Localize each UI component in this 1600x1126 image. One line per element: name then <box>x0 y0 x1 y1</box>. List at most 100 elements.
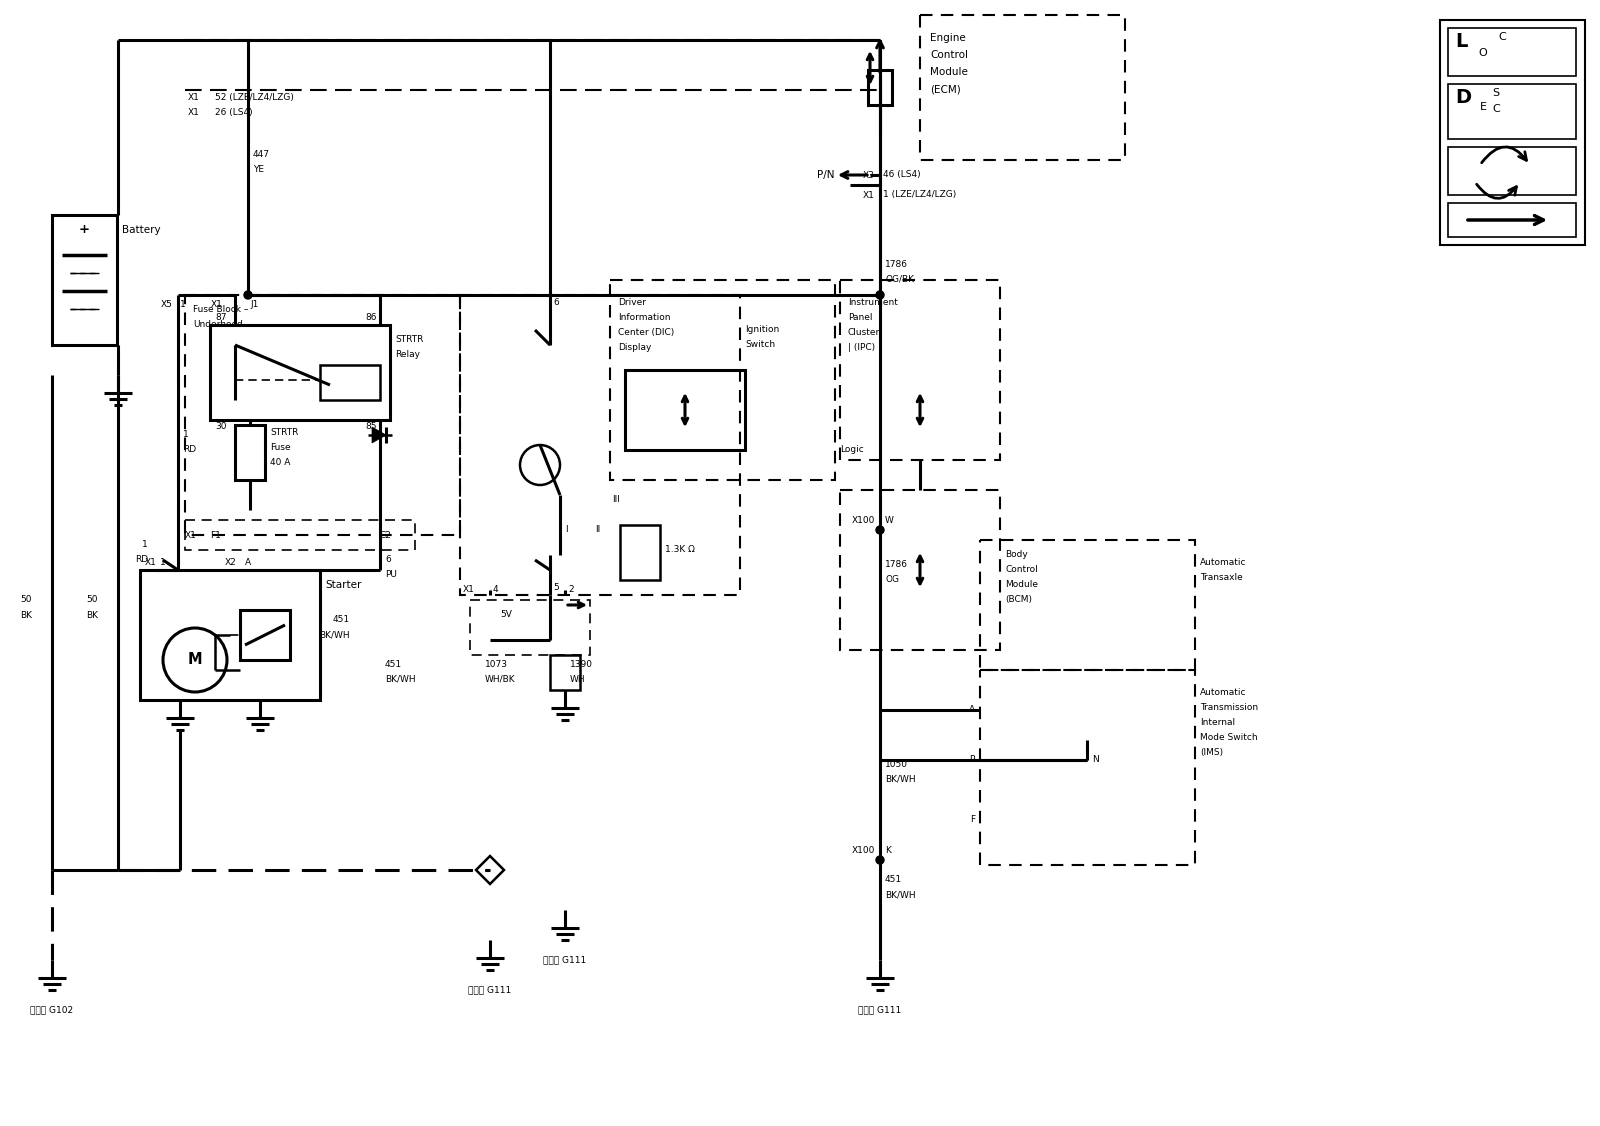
Text: 4: 4 <box>493 586 499 595</box>
Text: 50: 50 <box>86 596 98 605</box>
Text: ⎯⎯⎯ G111: ⎯⎯⎯ G111 <box>544 955 587 964</box>
Text: 1: 1 <box>160 558 166 568</box>
Text: BK: BK <box>19 610 32 619</box>
Text: Underhood: Underhood <box>194 320 243 329</box>
Bar <box>621 525 661 580</box>
Text: X3: X3 <box>862 170 875 179</box>
Bar <box>1448 203 1576 236</box>
Text: II: II <box>595 526 600 535</box>
Text: A: A <box>970 706 974 715</box>
Polygon shape <box>371 427 386 443</box>
Text: 52 (LZE/LZ4/LZG): 52 (LZE/LZ4/LZG) <box>214 93 294 102</box>
Text: (ECM): (ECM) <box>930 84 960 93</box>
Text: Information: Information <box>618 313 670 322</box>
Text: X1: X1 <box>189 93 200 102</box>
Text: S: S <box>1491 88 1499 98</box>
Text: W: W <box>885 516 894 525</box>
Circle shape <box>243 291 253 300</box>
Text: X1: X1 <box>862 190 875 199</box>
Bar <box>320 365 381 400</box>
Text: 87: 87 <box>214 313 227 322</box>
Text: K: K <box>885 846 891 855</box>
Text: X100: X100 <box>851 846 875 855</box>
Text: PU: PU <box>386 570 397 579</box>
Text: STRTR: STRTR <box>395 336 424 345</box>
Text: 40 A: 40 A <box>270 458 290 467</box>
Text: X2: X2 <box>226 558 237 568</box>
Text: 1: 1 <box>179 300 186 309</box>
Text: YE: YE <box>253 166 264 175</box>
Bar <box>840 280 1000 461</box>
Text: Mode Switch: Mode Switch <box>1200 733 1258 742</box>
Bar <box>550 655 579 690</box>
Bar <box>979 670 1195 865</box>
Text: III: III <box>611 495 619 504</box>
Text: Relay: Relay <box>395 350 419 359</box>
Text: BK/WH: BK/WH <box>885 890 915 899</box>
Text: 447: 447 <box>253 150 270 159</box>
Text: X1: X1 <box>211 300 222 309</box>
Text: P: P <box>970 756 974 765</box>
Text: 1786: 1786 <box>885 560 909 569</box>
Text: 451: 451 <box>333 615 350 624</box>
Text: STRTR: STRTR <box>270 428 298 437</box>
Text: P/N: P/N <box>818 170 835 180</box>
Text: 85: 85 <box>365 422 376 431</box>
Text: (BCM): (BCM) <box>1005 595 1032 604</box>
Text: 86: 86 <box>365 313 376 322</box>
Text: E: E <box>1480 102 1486 111</box>
Bar <box>610 280 835 480</box>
Bar <box>920 15 1125 160</box>
Text: Center (DIC): Center (DIC) <box>618 328 674 337</box>
Text: O: O <box>1478 48 1486 59</box>
Text: Module: Module <box>930 68 968 77</box>
Text: Battery: Battery <box>122 225 160 235</box>
Text: 6: 6 <box>386 555 390 564</box>
Bar <box>470 600 590 655</box>
Text: ⎯⎯⎯ G111: ⎯⎯⎯ G111 <box>858 1006 902 1015</box>
Text: F: F <box>970 815 974 824</box>
Text: C2: C2 <box>381 530 392 539</box>
Text: Panel: Panel <box>848 313 872 322</box>
Text: X1: X1 <box>186 530 197 539</box>
Text: BK/WH: BK/WH <box>320 631 350 638</box>
Text: 5V: 5V <box>499 610 512 619</box>
Text: 26 (LS4): 26 (LS4) <box>214 108 253 117</box>
Text: M: M <box>187 652 202 668</box>
Text: 1390: 1390 <box>570 660 594 669</box>
Bar <box>235 425 266 480</box>
Bar <box>840 490 1000 650</box>
Text: Automatic: Automatic <box>1200 558 1246 568</box>
Text: Control: Control <box>930 50 968 60</box>
Circle shape <box>877 526 883 534</box>
Bar <box>51 215 117 345</box>
Text: Driver: Driver <box>618 298 646 307</box>
Text: +: + <box>78 223 90 236</box>
Text: Switch: Switch <box>746 340 774 349</box>
Text: N: N <box>1091 756 1099 765</box>
Text: 1050: 1050 <box>885 760 909 769</box>
Text: BK: BK <box>86 610 98 619</box>
Text: OG/BK: OG/BK <box>885 275 914 284</box>
Text: Cluster: Cluster <box>848 328 880 337</box>
Text: 1 (LZE/LZ4/LZG): 1 (LZE/LZ4/LZG) <box>883 190 957 199</box>
Text: 451: 451 <box>885 875 902 884</box>
Text: Ignition: Ignition <box>746 325 779 334</box>
Text: L: L <box>1454 32 1467 51</box>
Text: Module: Module <box>1005 580 1038 589</box>
Text: Instrument: Instrument <box>848 298 898 307</box>
Text: | (IPC): | (IPC) <box>848 343 875 352</box>
Bar <box>461 295 739 595</box>
Bar <box>186 295 461 535</box>
Text: X1: X1 <box>462 586 475 595</box>
Bar <box>186 520 414 549</box>
Text: 30: 30 <box>214 422 227 431</box>
Text: Engine: Engine <box>930 33 966 43</box>
Text: Fuse Block –: Fuse Block – <box>194 305 248 314</box>
Bar <box>141 570 320 700</box>
Text: Transaxle: Transaxle <box>1200 573 1243 582</box>
Text: Control: Control <box>1005 565 1038 574</box>
Text: OG: OG <box>885 575 899 584</box>
Text: 1: 1 <box>182 430 189 439</box>
Text: 6: 6 <box>554 298 558 307</box>
